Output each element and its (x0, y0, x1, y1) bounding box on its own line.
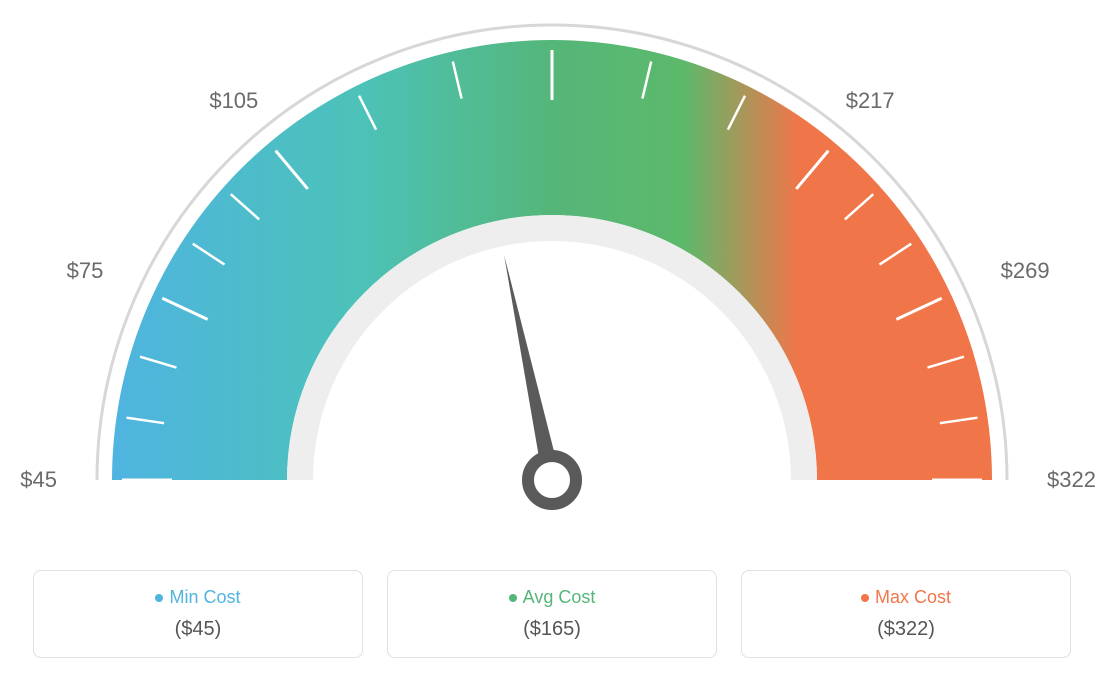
legend-label-max: Max Cost (760, 587, 1052, 608)
svg-text:$45: $45 (20, 467, 57, 492)
legend-dot-avg (509, 594, 517, 602)
legend-dot-min (155, 594, 163, 602)
svg-text:$322: $322 (1047, 467, 1096, 492)
legend-label-min: Min Cost (52, 587, 344, 608)
cost-gauge-chart: $45$75$105$165$217$269$322 (0, 0, 1104, 560)
legend-row: Min Cost ($45) Avg Cost ($165) Max Cost … (0, 570, 1104, 658)
legend-card-max: Max Cost ($322) (741, 570, 1071, 658)
legend-value-avg: ($165) (406, 618, 698, 641)
svg-text:$269: $269 (1001, 258, 1050, 283)
legend-dot-max (861, 594, 869, 602)
legend-card-min: Min Cost ($45) (33, 570, 363, 658)
svg-text:$75: $75 (67, 258, 104, 283)
legend-value-min: ($45) (52, 618, 344, 641)
legend-label-avg-text: Avg Cost (523, 587, 596, 607)
legend-card-avg: Avg Cost ($165) (387, 570, 717, 658)
legend-label-max-text: Max Cost (875, 587, 951, 607)
gauge-svg: $45$75$105$165$217$269$322 (0, 0, 1104, 560)
legend-label-avg: Avg Cost (406, 587, 698, 608)
legend-label-min-text: Min Cost (169, 587, 240, 607)
legend-value-max: ($322) (760, 618, 1052, 641)
svg-text:$217: $217 (846, 88, 895, 113)
svg-text:$105: $105 (209, 88, 258, 113)
